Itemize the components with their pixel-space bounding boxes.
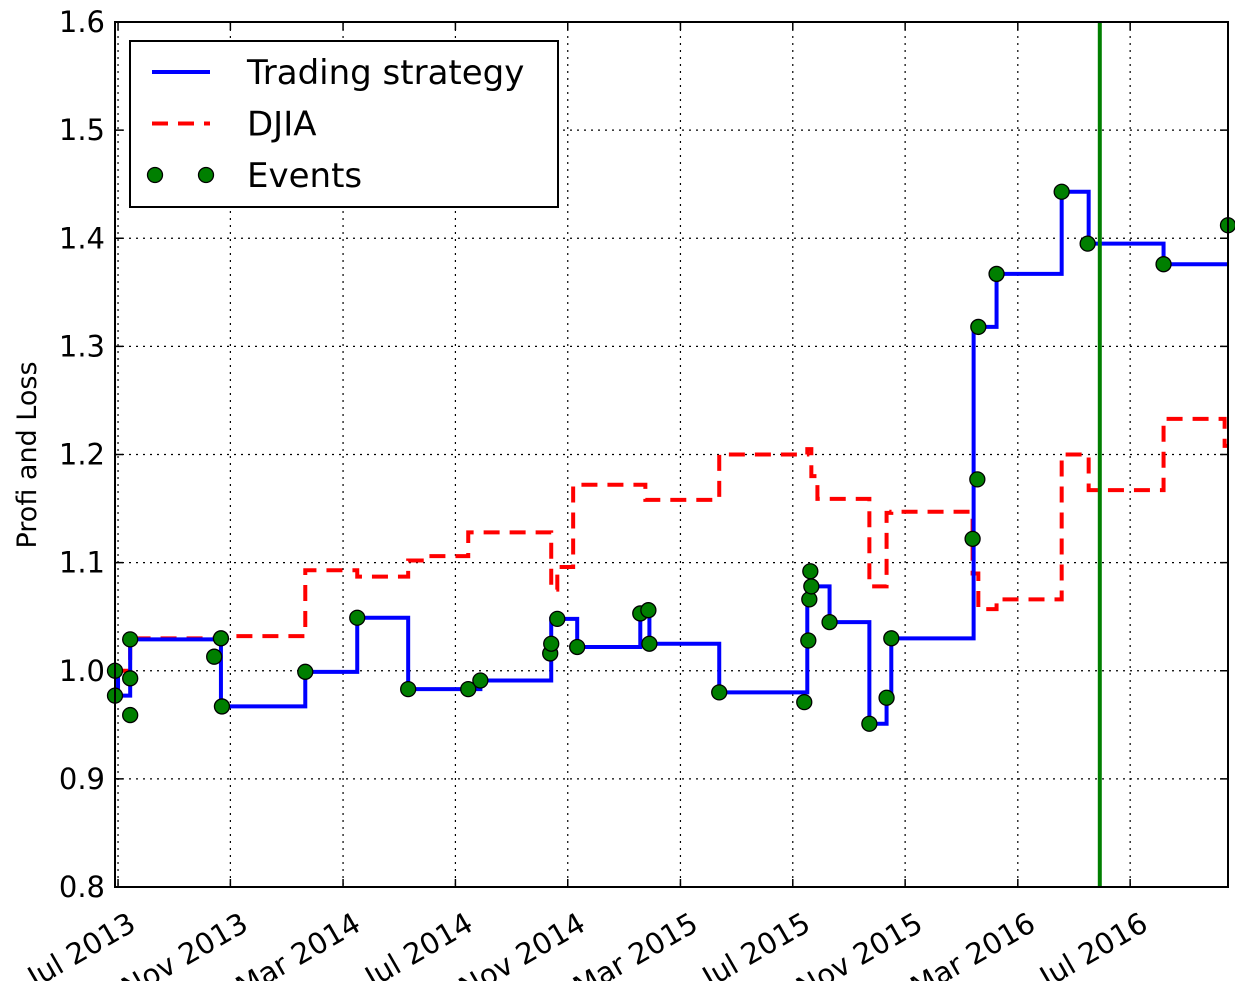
legend-label: Events	[247, 156, 362, 196]
legend-label: DJIA	[247, 105, 317, 145]
event-marker	[969, 471, 986, 488]
event-marker	[711, 684, 728, 701]
event-marker	[861, 715, 878, 732]
event-marker	[796, 693, 813, 711]
event-marker	[821, 613, 838, 631]
event-marker	[1155, 256, 1172, 273]
event-marker	[964, 530, 981, 547]
x-tick-label: Jul 2013	[20, 906, 141, 981]
event-marker	[122, 706, 139, 724]
plot-frame	[114, 21, 1229, 888]
event-marker	[212, 630, 230, 647]
event-marker	[400, 680, 417, 698]
event-marker	[472, 672, 489, 689]
x-tick-label: Jul 2016	[1032, 906, 1153, 981]
y-tick-label: 0.8	[59, 870, 105, 904]
x-tick-label: Jul 2014	[358, 906, 479, 981]
event-marker	[122, 670, 139, 687]
event-marker	[1079, 235, 1096, 252]
event-marker	[122, 631, 139, 648]
event-marker	[569, 638, 586, 656]
event-marker	[803, 578, 820, 595]
event-marker	[988, 265, 1005, 283]
event-marker	[349, 609, 366, 626]
y-tick-label: 1.4	[59, 221, 105, 255]
x-tick-label: Nov 2015	[790, 906, 928, 981]
event-marker	[883, 630, 900, 647]
series-line	[115, 189, 1228, 726]
x-tick-label: Mar 2016	[905, 906, 1041, 981]
legend-marker	[146, 166, 164, 184]
event-marker	[460, 680, 477, 698]
y-tick-label: 1.1	[59, 546, 105, 580]
event-marker	[970, 318, 987, 336]
x-tick-label: Nov 2013	[116, 906, 254, 981]
y-tick-label: 1.5	[59, 113, 105, 147]
y-tick-label: 0.9	[59, 762, 105, 796]
y-axis-label: Profi and Loss	[12, 361, 43, 548]
event-marker	[878, 689, 895, 706]
x-tick-label: Mar 2015	[567, 906, 703, 981]
event-marker	[641, 635, 658, 652]
event-marker	[297, 663, 314, 680]
event-marker	[549, 610, 566, 627]
event-marker	[206, 648, 223, 665]
legend-marker	[197, 166, 215, 184]
series-line	[115, 416, 1228, 673]
event-marker	[543, 635, 560, 652]
event-marker	[800, 632, 817, 649]
event-marker	[802, 563, 819, 580]
legend-label: Trading strategy	[246, 53, 524, 93]
x-tick-label: Nov 2014	[453, 906, 591, 981]
event-marker	[213, 698, 231, 715]
y-tick-label: 1.3	[59, 329, 105, 363]
x-tick-label: Jul 2015	[695, 906, 816, 981]
event-marker	[1053, 183, 1070, 200]
event-marker	[640, 602, 657, 619]
x-tick-label: Mar 2014	[230, 906, 366, 981]
y-tick-label: 1.2	[59, 438, 105, 472]
y-tick-label: 1.6	[59, 5, 105, 39]
y-tick-label: 1.0	[59, 654, 105, 688]
